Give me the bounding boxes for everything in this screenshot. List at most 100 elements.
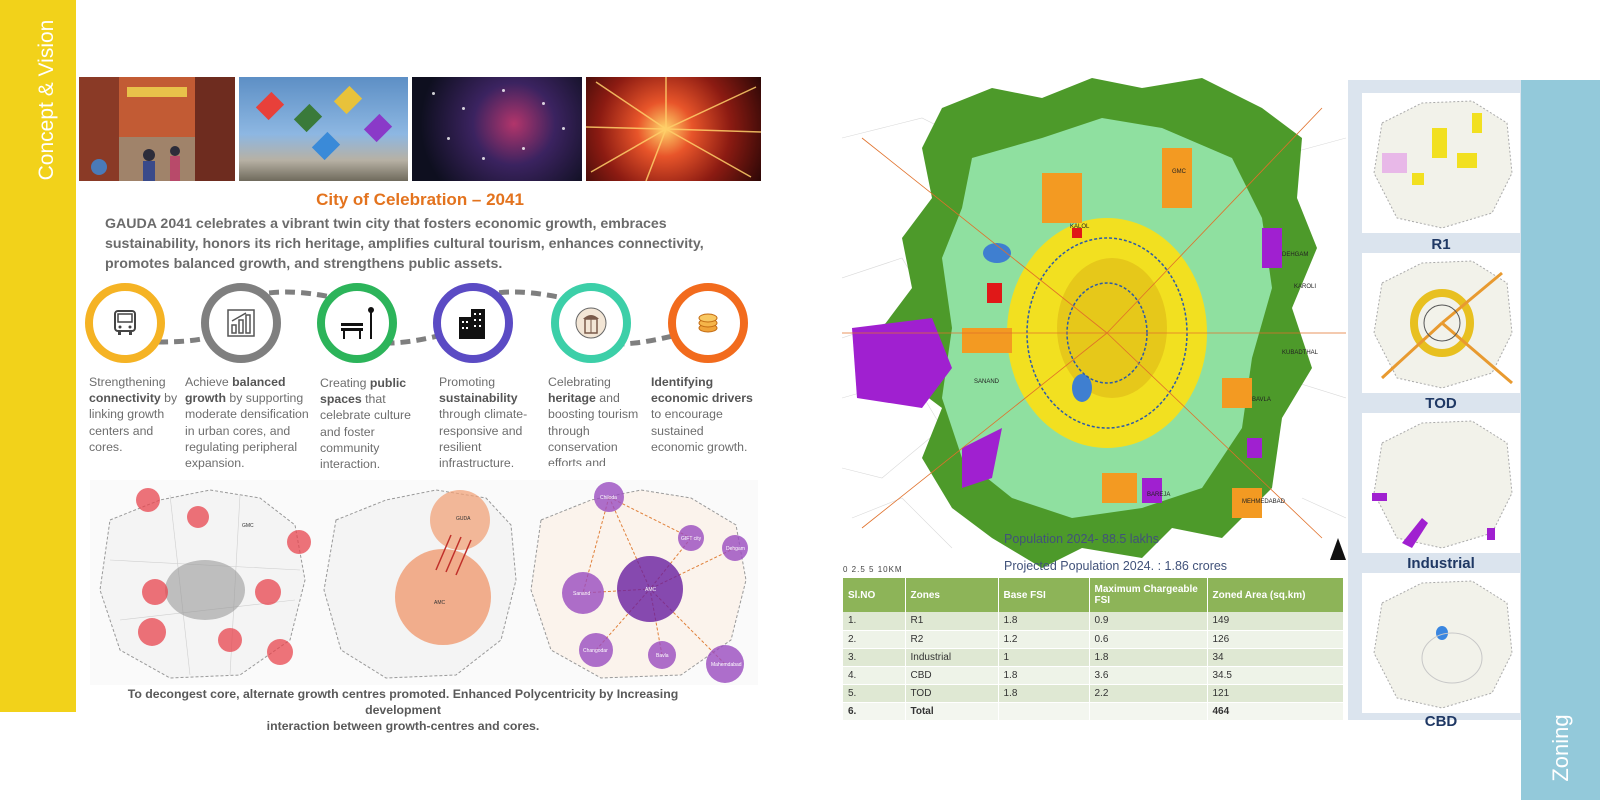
mp-label-kalol: KALOL [1070,224,1090,230]
cell [1089,702,1208,721]
map3-label-amc: AMC [645,587,657,593]
map3-label-mahemdabad: Mahemdabad [711,662,742,668]
population-2024: Population 2024- 88.5 lakhs [1004,532,1159,546]
cell: 1.2 [998,630,1090,649]
table-header-row: Sl.NO Zones Base FSI Maximum Chargeable … [843,578,1344,612]
master-plan-map: GMC KALOL DEHGAM KAROLI SANAND KUBADTHAL… [842,78,1346,578]
map3-label-chiloda: Chiloda [600,495,617,501]
map2-label-amc: AMC [434,600,446,606]
mp-label-karoli: KAROLI [1294,284,1316,290]
map3-label-sanand: Sanand [573,591,590,597]
cell: 6. [843,702,906,721]
table-total-row: 6. Total 464 [843,702,1344,721]
cell: 2.2 [1089,684,1208,703]
map-scale-bar: 0 2.5 5 10KM [843,565,903,574]
cell: CBD [905,666,999,685]
map2-label-guda: GUDA [456,516,471,522]
cell [998,702,1090,721]
map3-label-bavla: Bavla [656,653,669,659]
goal-ring-sustainability [433,283,513,363]
market-street-photo [79,77,235,181]
mp-label-kubadthal: KUBADTHAL [1282,350,1319,356]
concept-vision-label: Concept & Vision [35,19,58,181]
growth-centres-map: GMC [90,480,316,685]
night-concert-photo [412,77,582,181]
zone-label-r1: R1 [1431,236,1451,253]
cell: R1 [905,612,999,631]
twin-city-map: GUDA AMC [316,480,521,685]
zoning-band: Zoning [1521,80,1600,800]
bar-chart-icon [227,309,255,337]
coins-icon [698,313,718,333]
map3-label-dehgam: Dehgam [726,546,745,552]
kite-festival-photo [239,77,408,181]
mp-label-sanand: SANAND [974,379,1000,385]
zoning-label: Zoning [1548,714,1573,782]
north-arrow-icon [1330,538,1346,560]
goal-ring-economic-drivers [668,283,748,363]
cell: 4. [843,666,906,685]
polycentric-map: Chiloda GIFT city Dehgam AMC Sanand Chan… [521,480,758,685]
goal-sustainability-text: Promoting sustainability through climate… [439,375,528,471]
cell: 1 [998,648,1090,667]
zone-map-tod [1362,253,1520,393]
strategy-caption: To decongest core, alternate growth cent… [127,687,679,733]
cell: 1.8 [1089,648,1208,667]
map3-label-changodar: Changodar [583,648,608,654]
zoning-fsi-table: Sl.NO Zones Base FSI Maximum Chargeable … [843,578,1344,721]
table-row: 2. R2 1.2 0.6 126 [843,630,1344,649]
zone-label-industrial: Industrial [1407,555,1475,572]
cell: 0.9 [1089,612,1208,631]
table-row: 5. TOD 1.8 2.2 121 [843,684,1344,703]
cell: 0.6 [1089,630,1208,649]
table-row: 3. Industrial 1 1.8 34 [843,648,1344,667]
mp-label-bavla: BAVLA [1252,397,1271,403]
header-slno: Sl.NO [843,578,906,612]
cell: Industrial [905,648,999,667]
strategy-maps: GMC GUDA AMC Chiloda [90,480,758,688]
cell: 121 [1207,684,1344,703]
goal-ring-connectivity [85,283,165,363]
vision-title: City of Celebration – 2041 [316,190,524,209]
mp-label-mehmedabad: MEHMEDABAD [1242,499,1286,505]
goal-ring-public-spaces [317,283,397,363]
goal-heritage-text: Celebrating heritage and boosting touris… [548,375,639,466]
zone-label-tod: TOD [1425,395,1457,412]
cell: 126 [1207,630,1344,649]
zone-map-industrial [1362,413,1520,553]
cell: 3.6 [1089,666,1208,685]
cell: 1.8 [998,666,1090,685]
header-zoned-area: Zoned Area (sq.km) [1207,578,1344,612]
map1-label-gmc: GMC [242,523,254,529]
cell: 1.8 [998,612,1090,631]
mp-label-dehgam: DEHGAM [1282,252,1308,258]
cell: 1. [843,612,906,631]
zone-map-cbd [1362,573,1520,713]
map3-label-gift-city: GIFT city [681,536,702,542]
heritage-monument-icon [575,307,607,339]
goal-connectivity-text: Strengthening connectivity by linking gr… [89,375,178,454]
cell: R2 [905,630,999,649]
fireworks-photo [586,77,761,181]
header-zones: Zones [905,578,999,612]
cell: 1.8 [998,684,1090,703]
buildings-icon [459,309,485,339]
bus-icon [114,310,136,335]
vision-intro: GAUDA 2041 celebrates a vibrant twin cit… [105,216,704,272]
cell: 464 [1207,702,1344,721]
cell: 149 [1207,612,1344,631]
goal-balanced-growth-text: Achieve balanced growth by supporting mo… [185,375,309,471]
mp-label-gmc: GMC [1172,169,1187,175]
table-row: 4. CBD 1.8 3.6 34.5 [843,666,1344,685]
mp-label-bareja: BAREJA [1147,492,1170,498]
header-base-fsi: Base FSI [998,578,1090,612]
cell: 5. [843,684,906,703]
goal-economic-drivers-text: Identifying economic drivers to encourag… [651,375,753,454]
table-row: 1. R1 1.8 0.9 149 [843,612,1344,631]
concept-vision-band: Concept & Vision [0,0,76,712]
bench-streetlight-icon [341,307,374,339]
cell: 34 [1207,648,1344,667]
cell: 3. [843,648,906,667]
cell: TOD [905,684,999,703]
header-max-chargeable-fsi: Maximum Chargeable FSI [1089,578,1208,612]
